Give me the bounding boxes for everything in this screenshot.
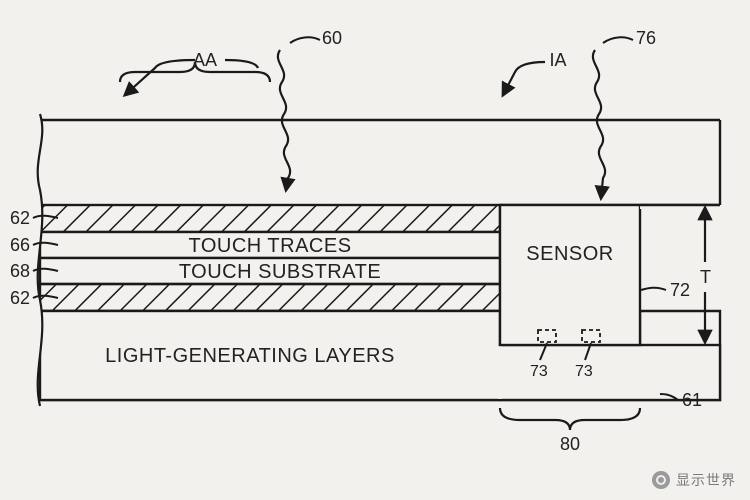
label-touch-substrate: TOUCH SUBSTRATE bbox=[179, 261, 381, 283]
callout-80: 80 bbox=[500, 408, 640, 454]
region-brackets: AA IA bbox=[125, 50, 567, 95]
watermark-text: 显示世界 bbox=[676, 470, 736, 490]
callout-72: 72 bbox=[641, 280, 690, 300]
svg-text:72: 72 bbox=[670, 280, 690, 300]
svg-text:73: 73 bbox=[530, 363, 548, 380]
label-light-generating: LIGHT-GENERATING LAYERS bbox=[105, 345, 395, 367]
layer-poly-bottom bbox=[40, 284, 500, 311]
svg-text:61: 61 bbox=[682, 390, 702, 410]
svg-text:62: 62 bbox=[10, 208, 30, 228]
left-break-edges bbox=[20, 114, 42, 406]
cover-glass bbox=[40, 120, 720, 205]
dimension-T-label: T bbox=[700, 267, 711, 287]
callout-76-label: 76 bbox=[636, 28, 656, 48]
layer-touch-traces: TOUCH TRACES bbox=[40, 232, 500, 258]
watermark-icon bbox=[652, 471, 670, 489]
label-sensor: SENSOR bbox=[526, 243, 613, 265]
watermark: 显示世界 bbox=[652, 470, 736, 490]
patent-cross-section-diagram: AA IA 60 76 TOUCH TRACES TOUCH SUBSTRATE bbox=[0, 0, 750, 500]
region-AA-label: AA bbox=[193, 50, 217, 70]
layer-poly-top bbox=[40, 205, 500, 232]
layer-touch-substrate: TOUCH SUBSTRATE bbox=[40, 258, 500, 284]
svg-text:62: 62 bbox=[10, 288, 30, 308]
svg-text:66: 66 bbox=[10, 235, 30, 255]
callout-60-label: 60 bbox=[322, 28, 342, 48]
callout-60: 60 bbox=[278, 28, 342, 190]
svg-text:68: 68 bbox=[10, 261, 30, 281]
region-IA-label: IA bbox=[549, 50, 566, 70]
svg-text:80: 80 bbox=[560, 434, 580, 454]
callout-76: 76 bbox=[593, 28, 656, 198]
svg-text:73: 73 bbox=[575, 363, 593, 380]
sensor-block: SENSOR bbox=[500, 205, 640, 345]
label-touch-traces: TOUCH TRACES bbox=[188, 235, 351, 257]
